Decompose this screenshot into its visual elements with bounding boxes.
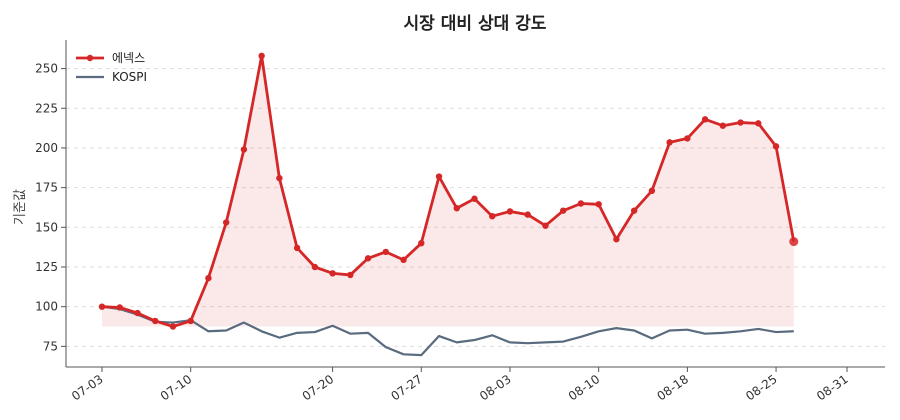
chart-title: 시장 대비 상대 강도 xyxy=(404,14,547,34)
y-gridlines xyxy=(66,68,885,347)
data-point xyxy=(701,116,709,123)
x-tick-labels: 07-03 07-10 07-20 07-27 08-03 08-10 08-18 08-25… xyxy=(69,372,851,403)
y-tick-label: 250 xyxy=(35,62,58,76)
data-point xyxy=(329,270,336,277)
legend-label-kospi: KOSPI xyxy=(112,70,147,84)
x-tick-label: 08-31 xyxy=(814,372,851,403)
data-point xyxy=(347,271,354,279)
data-point xyxy=(595,201,602,208)
data-point xyxy=(577,200,585,207)
data-point xyxy=(559,207,567,214)
y-tick-label: 100 xyxy=(35,300,58,314)
data-point xyxy=(187,317,194,325)
data-point xyxy=(169,323,177,330)
y-tick-label: 175 xyxy=(35,181,58,195)
data-point xyxy=(258,52,265,60)
data-point xyxy=(506,208,514,215)
data-point xyxy=(418,239,425,247)
data-point xyxy=(542,222,549,229)
y-tick-label: 75 xyxy=(43,339,58,353)
data-point xyxy=(205,274,212,282)
x-tick-label: 08-10 xyxy=(566,372,603,403)
axes xyxy=(61,40,885,372)
legend-label-enex: 에넥스 xyxy=(112,51,145,65)
data-point xyxy=(666,139,673,146)
data-point xyxy=(453,205,460,212)
x-tick-label: 07-20 xyxy=(300,372,337,403)
legend: 에넥스 KOSPI xyxy=(76,51,147,84)
y-tick-label: 225 xyxy=(35,101,58,115)
x-tick-label: 07-27 xyxy=(388,372,425,403)
series-line-enex xyxy=(101,54,796,328)
data-point xyxy=(116,304,123,311)
last-data-point xyxy=(789,237,799,247)
data-point xyxy=(489,212,496,220)
series-area-fill xyxy=(102,55,794,327)
data-point xyxy=(222,219,230,226)
data-point xyxy=(240,146,248,153)
series-layer xyxy=(98,52,799,357)
x-tick-label: 07-10 xyxy=(158,372,195,403)
data-point xyxy=(382,248,390,256)
y-axis-label: 기준값 xyxy=(13,189,28,225)
data-point xyxy=(719,122,727,129)
data-point xyxy=(524,211,531,218)
series-line-kospi xyxy=(101,305,794,357)
y-tick-label: 125 xyxy=(35,260,58,274)
data-point xyxy=(772,143,780,150)
x-tick-label: 08-18 xyxy=(654,372,691,403)
data-point xyxy=(613,236,620,243)
data-point xyxy=(400,256,407,264)
data-point xyxy=(98,303,106,310)
data-point xyxy=(364,255,372,262)
data-point xyxy=(737,119,744,126)
data-point xyxy=(152,317,159,325)
data-point xyxy=(293,244,301,252)
y-tick-labels: 75 100 125 150 175 200 225 250 xyxy=(35,62,58,354)
data-point xyxy=(648,187,656,195)
data-point xyxy=(630,207,638,214)
data-point xyxy=(471,195,478,202)
x-tick-label: 08-03 xyxy=(477,372,514,403)
data-point xyxy=(684,135,691,142)
data-point xyxy=(755,120,762,127)
y-tick-label: 200 xyxy=(35,141,58,155)
data-point xyxy=(134,309,141,317)
x-tick-label: 08-25 xyxy=(743,372,780,403)
data-point xyxy=(435,173,443,180)
x-tick-label: 07-03 xyxy=(69,372,106,403)
data-point xyxy=(311,263,319,271)
data-point xyxy=(276,174,283,182)
legend-marker-enex xyxy=(86,54,94,62)
y-tick-label: 150 xyxy=(35,220,58,234)
